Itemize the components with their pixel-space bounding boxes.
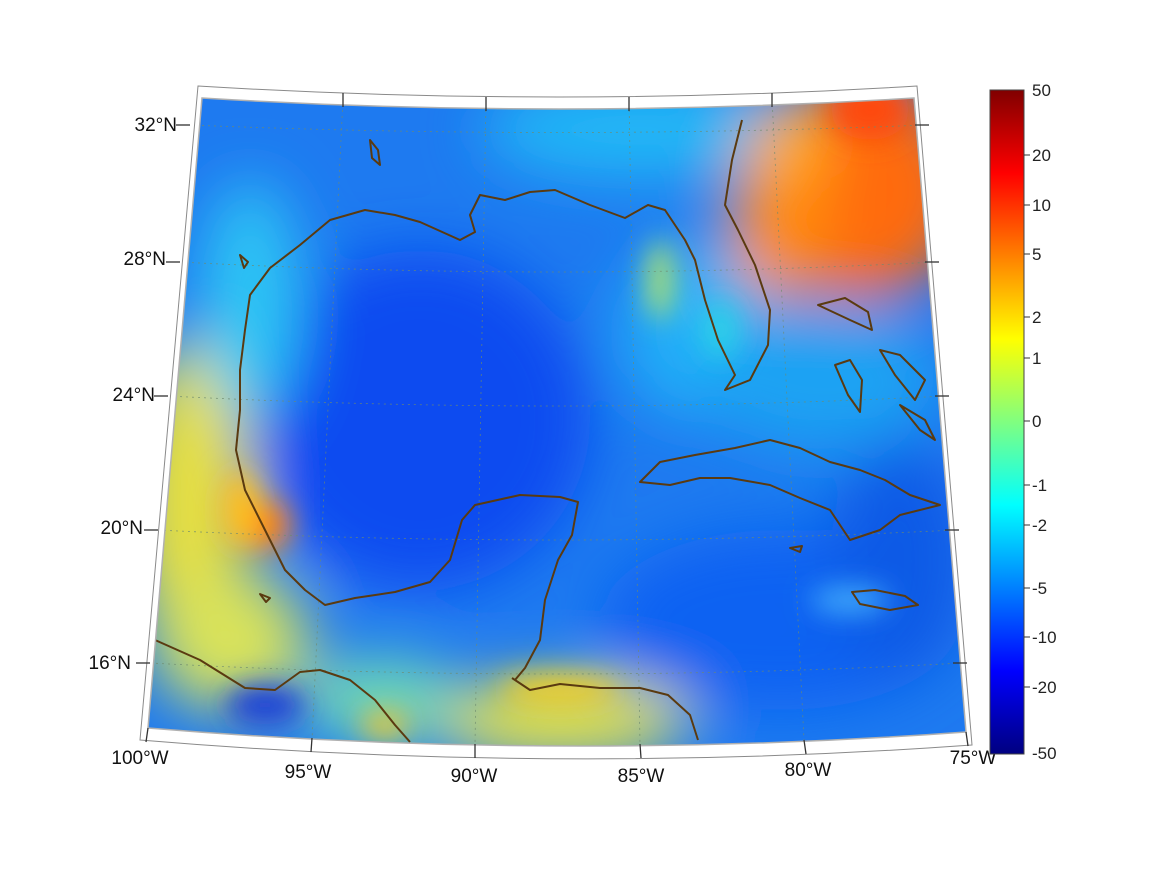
colorbar-label: -20 (1032, 678, 1057, 697)
lat-label-16n: 16°N (89, 653, 131, 674)
colorbar: 50 20 10 5 2 1 0 -1 -2 -5 -10 -20 -50 (989, 81, 1057, 763)
lon-label-75w: 75°W (950, 748, 997, 769)
tick-marks (136, 93, 969, 759)
lat-label-32n: 32°N (135, 115, 177, 136)
map-frame (147, 97, 967, 747)
colorbar-label: -5 (1032, 579, 1047, 598)
map-frame-outer (139, 85, 973, 760)
colorbar-labels: 50 20 10 5 2 1 0 -1 -2 -5 -10 -20 -50 (1032, 81, 1057, 763)
lon-label-100w: 100°W (111, 748, 168, 769)
colorbar-label: 0 (1032, 412, 1041, 431)
lat-label-28n: 28°N (124, 249, 166, 270)
data-field (148, 98, 966, 747)
colorbar-label: -50 (1032, 744, 1057, 763)
colorbar-label: 50 (1032, 81, 1051, 100)
colorbar-bar (989, 89, 1025, 755)
colorbar-label: -10 (1032, 628, 1057, 647)
colorbar-label: 1 (1032, 349, 1041, 368)
colorbar-label: 20 (1032, 146, 1051, 165)
colorbar-label: -1 (1032, 476, 1047, 495)
gridlines (149, 98, 963, 746)
colorbar-label: 5 (1032, 245, 1041, 264)
lon-label-80w: 80°W (785, 760, 832, 781)
colorbar-label: 10 (1032, 196, 1051, 215)
lon-label-90w: 90°W (451, 766, 498, 787)
colorbar-label: 2 (1032, 308, 1041, 327)
colorbar-label: -2 (1032, 516, 1047, 535)
lon-label-95w: 95°W (285, 762, 332, 783)
lat-label-24n: 24°N (113, 385, 155, 406)
lat-labels: 32°N 28°N 24°N 20°N 16°N (89, 115, 177, 674)
coastlines (154, 119, 941, 743)
lon-labels: 100°W 95°W 90°W 85°W 80°W 75°W (111, 748, 996, 787)
colorbar-ticks (1024, 154, 1030, 688)
lat-label-20n: 20°N (101, 518, 143, 539)
lon-label-85w: 85°W (618, 766, 665, 787)
